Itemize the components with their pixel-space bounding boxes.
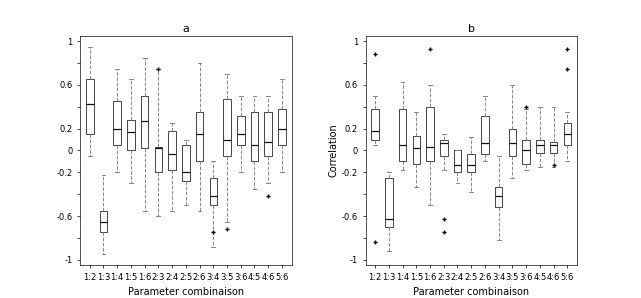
PathPatch shape [154,147,162,172]
PathPatch shape [522,139,530,164]
X-axis label: Parameter combinaison: Parameter combinaison [413,287,529,297]
PathPatch shape [508,129,516,156]
PathPatch shape [251,112,258,162]
PathPatch shape [223,99,231,156]
X-axis label: Parameter combinaison: Parameter combinaison [128,287,244,297]
PathPatch shape [399,109,406,162]
PathPatch shape [169,131,176,170]
PathPatch shape [127,120,135,150]
PathPatch shape [454,150,462,172]
PathPatch shape [426,107,434,162]
PathPatch shape [563,123,571,145]
PathPatch shape [440,139,447,156]
PathPatch shape [495,187,503,207]
PathPatch shape [100,211,107,232]
PathPatch shape [385,178,393,227]
PathPatch shape [481,116,488,154]
PathPatch shape [182,145,190,181]
PathPatch shape [278,109,286,145]
Y-axis label: Correlation: Correlation [329,124,339,177]
PathPatch shape [467,154,475,172]
PathPatch shape [141,96,149,148]
Title: a: a [183,24,189,34]
PathPatch shape [237,116,244,145]
PathPatch shape [196,112,203,162]
PathPatch shape [113,101,121,145]
PathPatch shape [210,178,217,205]
Title: b: b [468,24,475,34]
PathPatch shape [536,139,544,153]
PathPatch shape [371,109,379,139]
PathPatch shape [86,80,94,134]
PathPatch shape [413,136,420,164]
PathPatch shape [550,142,557,153]
PathPatch shape [264,112,272,156]
